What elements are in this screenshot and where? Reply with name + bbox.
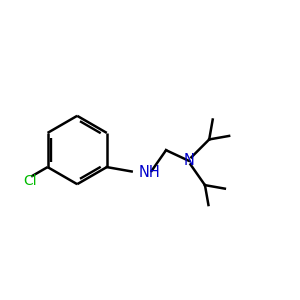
Text: N: N	[184, 153, 194, 168]
Text: NH: NH	[139, 165, 161, 180]
Text: Cl: Cl	[23, 174, 37, 188]
